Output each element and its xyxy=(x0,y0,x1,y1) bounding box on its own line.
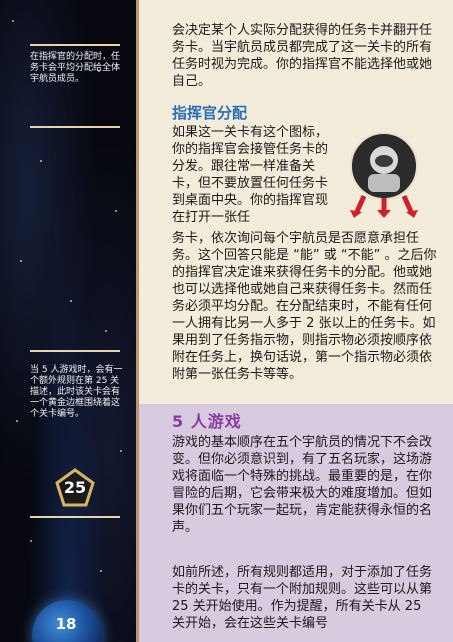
sidebar-divider xyxy=(30,350,120,352)
commander-astronaut-icon xyxy=(350,132,418,218)
five-player-paragraph-1: 游戏的基本顺序在五个宇航员的情况下不会改变。但你必须意识到，有了五名玩家，这场游… xyxy=(172,435,433,535)
main-panel-top xyxy=(136,0,453,404)
sidebar-divider xyxy=(30,44,120,46)
sidebar-space-column xyxy=(0,0,136,642)
main-panel-bottom xyxy=(136,404,453,642)
sidebar-divider xyxy=(30,516,120,518)
commander-section-heading: 指挥官分配 xyxy=(172,104,248,122)
gold-pentagon-badge-icon xyxy=(55,468,95,507)
five-player-paragraph-2: 如前所述，所有规则都适用，对于添加了任务卡的关卡，只有一个附加规则。这些可以从第… xyxy=(172,565,433,631)
intro-paragraph: 会决定某个人实际分配获得的任务卡并翻开任务卡。当宇航员成员都完成了这一关卡的所有… xyxy=(172,23,433,89)
sidebar-note-commander: 在指挥官的分配时，任务卡会平均分配给全体宇航员成员。 xyxy=(30,52,121,84)
commander-paragraph-wide: 务卡，依次询问每个宇航员是否愿意承担任务。这个回答只能是 “能” 或 “不能” … xyxy=(172,231,437,382)
five-player-heading: 5 人游戏 xyxy=(172,412,242,431)
sidebar-divider xyxy=(30,126,120,128)
badge-number: 25 xyxy=(63,478,87,497)
sidebar-note-five-player: 当 5 人游戏时，会有一个额外规则在第 25 关描述，此时该关卡会有一个黄金边框… xyxy=(30,365,123,419)
commander-paragraph-narrow: 如果这一关卡有这个图标，你的指挥官会接管任务卡的分发。跟往常一样准备关卡，但不要… xyxy=(172,125,329,225)
page-number: 18 xyxy=(55,615,77,633)
